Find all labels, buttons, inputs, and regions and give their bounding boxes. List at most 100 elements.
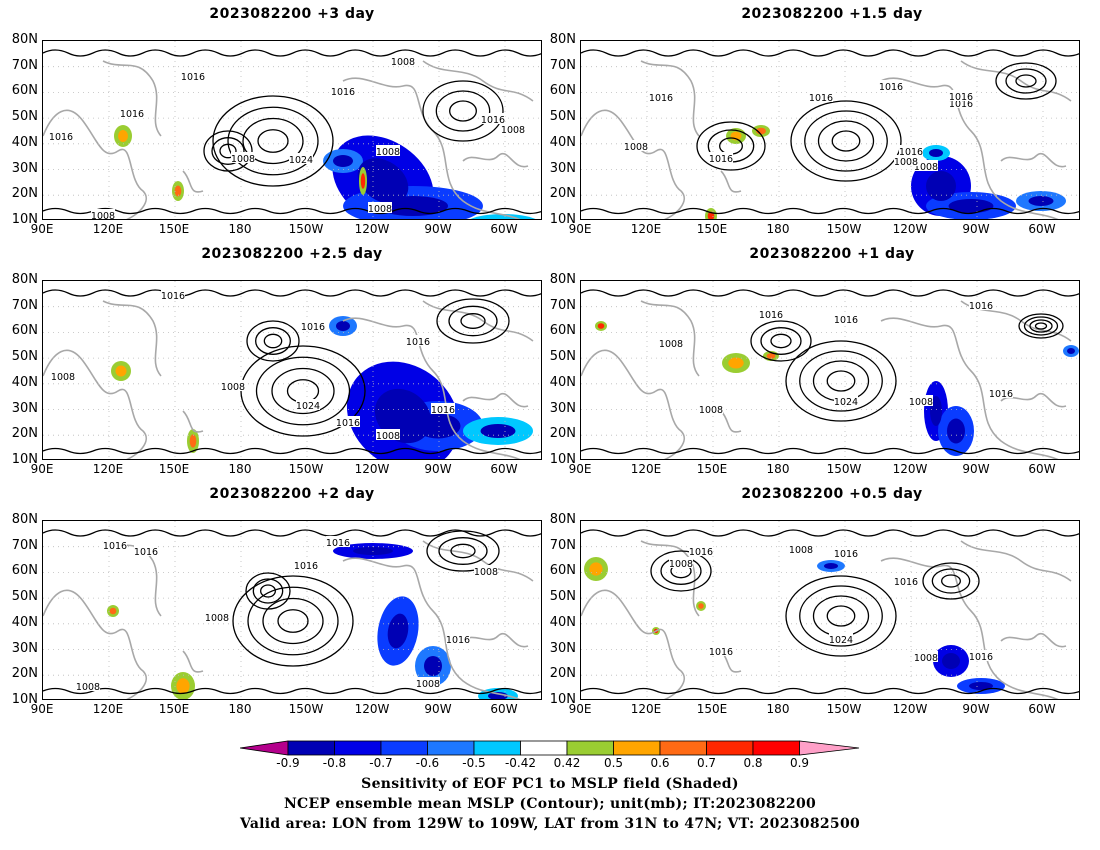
sensitivity-shading: [424, 656, 442, 676]
coastline: [581, 349, 685, 459]
mslp-contour: [826, 370, 856, 392]
lat-label: 10N: [549, 451, 576, 467]
contour-label-bg: [914, 160, 938, 171]
contour-label: 1008: [909, 397, 933, 408]
contour-label-bg: [289, 153, 313, 164]
mslp-contour: [581, 529, 1079, 537]
lat-label: 70N: [11, 57, 38, 73]
map-panel-1: 1016 1016 1016 1008 1008 1008 1024 1016 1008 1008…: [42, 40, 542, 220]
sensitivity-shading: [118, 129, 128, 143]
lat-label: 30N: [549, 160, 576, 176]
contour-label: 1016: [649, 93, 673, 104]
contour-label-bg: [949, 97, 973, 108]
lat-label: 40N: [11, 614, 38, 630]
lat-label: 30N: [11, 160, 38, 176]
mslp-contour: [817, 120, 875, 162]
map-panel-4: 1016 1016 1008 1016 1024 1008 1016 1008: [580, 280, 1080, 460]
lon-label: 150W: [826, 222, 862, 236]
colorbar-label: -0.6: [415, 756, 440, 770]
lon-label: 60W: [490, 222, 518, 236]
mslp-contour: [448, 305, 498, 337]
lon-label: 90E: [568, 462, 592, 476]
contour-label-bg: [649, 91, 673, 102]
lat-label: 10N: [11, 451, 38, 467]
contour-label: 1016: [969, 301, 993, 312]
sensitivity-shading: [174, 185, 182, 197]
contour-label: 1016: [103, 541, 127, 552]
panel-title-2: 2023082200 +1.5 day: [741, 6, 923, 22]
lon-label: 120E: [630, 702, 662, 716]
lon-label: 90E: [30, 702, 54, 716]
mslp-contour: [799, 350, 883, 412]
mslp-contour: [812, 595, 870, 637]
contour-label-bg: [501, 123, 525, 134]
colorbar-label: -0.42: [504, 756, 537, 770]
mslp-contour: [212, 95, 334, 187]
coastline: [581, 589, 685, 699]
mslp-contour: [43, 447, 541, 455]
contour-label-bg: [949, 90, 973, 101]
lat-label: 30N: [549, 640, 576, 656]
contour-label-bg: [49, 130, 73, 141]
contour-label: 1016: [689, 547, 713, 558]
coastline: [43, 109, 147, 219]
coastline: [1000, 152, 1067, 168]
contour-label: 1008: [501, 125, 525, 136]
colorbar-swatch: [613, 740, 661, 756]
lat-label: 20N: [549, 666, 576, 682]
lon-label: 180: [766, 462, 790, 476]
lat-label: 30N: [11, 640, 38, 656]
contour-label: 1016: [120, 109, 144, 120]
contour-label-bg: [205, 611, 229, 622]
colorbar-swatch: [520, 740, 568, 756]
lon-label: 180: [766, 222, 790, 236]
contour-label: 1016: [161, 291, 185, 302]
lon-label: 90W: [962, 222, 990, 236]
colorbar-label: 0.8: [743, 756, 763, 770]
lat-label: 40N: [549, 134, 576, 150]
map-panel-2: 1016 1016 1016 1008 1016 1016 1008 1016 1008 1016: [580, 40, 1080, 220]
coastline: [960, 540, 1072, 582]
contour-label: 1016: [834, 549, 858, 560]
lat-label: 70N: [549, 297, 576, 313]
contour-label: 1016: [181, 72, 205, 83]
sensitivity-shading: [378, 196, 448, 216]
contour-label: 1016: [949, 92, 973, 103]
contour-label: 1008: [231, 154, 255, 165]
contour-label-bg: [669, 557, 693, 568]
mslp-contour: [790, 100, 902, 182]
lon-label: 150E: [158, 702, 190, 716]
coastline: [880, 557, 1059, 699]
contour-label-bg: [446, 633, 470, 644]
mslp-contour: [581, 207, 1079, 215]
colorbar-label: -0.9: [276, 756, 300, 770]
colorbar-label: 0.5: [603, 756, 624, 770]
coastline: [581, 109, 685, 219]
mslp-contour: [1018, 313, 1064, 339]
coastline: [462, 392, 529, 408]
mslp-contour: [43, 207, 541, 215]
lat-label: 10N: [11, 691, 38, 707]
lat-label: 80N: [11, 512, 38, 527]
lon-label: 120E: [630, 462, 662, 476]
lon-label: 150E: [696, 702, 728, 716]
sensitivity-shading: [189, 434, 197, 448]
contour-label-bg: [221, 380, 245, 391]
colorbar-label: 0.42: [553, 756, 581, 770]
lon-label: 90W: [962, 702, 990, 716]
contour-label: 1016: [481, 115, 505, 126]
coastline: [422, 300, 534, 342]
sensitivity-shading: [470, 214, 536, 219]
lat-label: 80N: [549, 512, 576, 527]
mslp-contour: [449, 100, 477, 122]
contour-label-bg: [969, 299, 993, 310]
coastline: [102, 60, 162, 137]
lat-label: 10N: [11, 211, 38, 227]
contour-label: 1016: [301, 322, 325, 333]
lon-label: 120W: [892, 222, 928, 236]
mslp-contour: [219, 143, 237, 159]
lat-label: 70N: [549, 537, 576, 553]
contour-label-bg: [376, 145, 400, 156]
lon-label: 180: [766, 702, 790, 716]
